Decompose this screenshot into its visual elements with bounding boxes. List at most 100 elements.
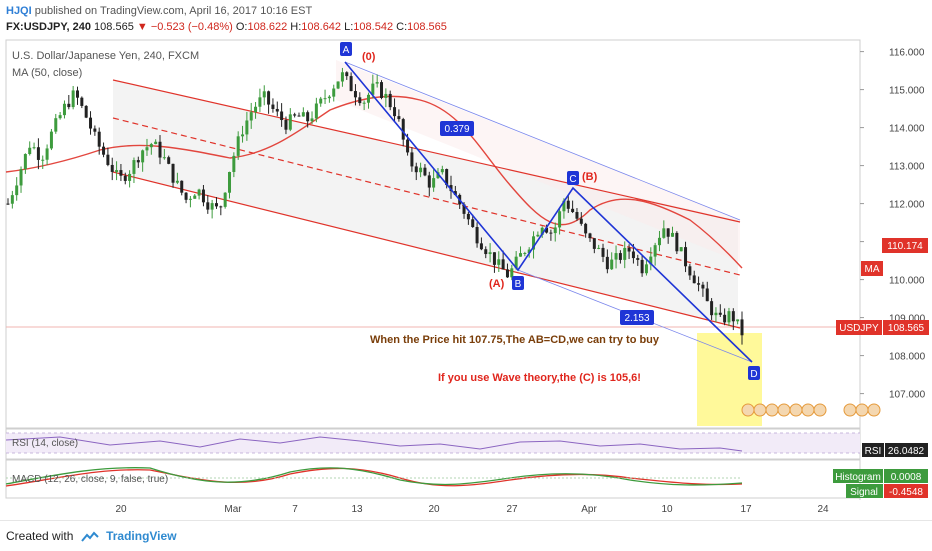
candle-body (249, 112, 253, 121)
candle-body (80, 97, 84, 106)
open-value: 108.622 (247, 21, 288, 33)
candle-body (293, 114, 297, 116)
candle-body (171, 163, 175, 183)
candle-body (58, 115, 62, 119)
candle-body (466, 213, 470, 220)
candle-body (162, 157, 166, 159)
candle-body (714, 312, 718, 316)
candle-body (393, 107, 397, 117)
candle-body (353, 91, 357, 98)
channel-lower-line (112, 171, 741, 329)
candle-body (67, 103, 71, 108)
time-axis-label: Apr (581, 504, 597, 515)
tradingview-brand[interactable]: TradingView (106, 529, 177, 543)
candle-body (710, 301, 714, 316)
candle-body (701, 284, 705, 289)
candle-body (553, 227, 557, 234)
annotation-abcd-buy: When the Price hit 107.75,The AB=CD,we c… (370, 334, 660, 346)
candle-body (23, 154, 27, 170)
time-axis-label: 7 (292, 504, 298, 515)
ray-line-upper (344, 61, 741, 221)
candle-body (419, 167, 423, 173)
candle-body (588, 233, 592, 239)
candle-body (97, 131, 101, 147)
candle-body (514, 256, 518, 269)
candle-body (314, 103, 318, 119)
macd-pane-border (5, 459, 861, 499)
candle-body (540, 227, 544, 235)
candle-body (423, 167, 427, 176)
flag-icon[interactable] (777, 403, 791, 417)
candle-body (388, 93, 392, 108)
time-axis-label: 20 (115, 504, 127, 515)
channel-mid-line (112, 117, 741, 276)
time-axis-label: 24 (817, 504, 829, 515)
candle-body (32, 147, 36, 149)
flag-icon[interactable] (801, 403, 815, 417)
svg-text:-0.4548: -0.4548 (889, 487, 923, 498)
candle-body (193, 195, 197, 199)
candle-body (610, 259, 614, 270)
wave-a-label: (A) (489, 278, 505, 290)
economic-events-row[interactable] (741, 403, 881, 417)
ohlc-line: FX:USDJPY, 240 108.565 ▼ −0.523 (−0.48%)… (6, 21, 447, 33)
price-tick-label: 116.000 (889, 48, 925, 59)
low-value: 108.542 (353, 21, 394, 33)
candle-body (223, 192, 227, 207)
flag-icon[interactable] (741, 403, 755, 417)
candle-body (210, 203, 214, 210)
candle-body (258, 97, 262, 107)
candle-body (301, 112, 305, 117)
created-with: Created with TradingView (6, 529, 177, 543)
flag-icon[interactable] (855, 403, 869, 417)
flag-icon[interactable] (867, 403, 881, 417)
price-tick-label: 107.000 (889, 390, 926, 401)
candle-body (731, 311, 735, 322)
candle-body (214, 203, 218, 207)
tradingview-logo-icon (80, 531, 99, 542)
flag-icon[interactable] (753, 403, 767, 417)
candle-body (284, 120, 288, 130)
flag-icon[interactable] (789, 403, 803, 417)
candle-body (684, 247, 688, 267)
candle-body (627, 247, 631, 252)
time-axis-label: 10 (661, 504, 673, 515)
candle-body (740, 319, 744, 336)
candle-body (549, 232, 553, 234)
time-axis-label: 13 (351, 504, 363, 515)
candle-body (6, 203, 10, 205)
wave-b-label: (B) (582, 171, 598, 183)
candle-body (479, 243, 483, 250)
flag-icon[interactable] (765, 403, 779, 417)
candle-body (536, 234, 540, 237)
candle-body (427, 175, 431, 188)
price-chart[interactable]: A (0) 0.379 C (B) B (A) 2.153 D When the… (0, 36, 932, 520)
wave-0-label: (0) (362, 51, 376, 63)
flag-icon[interactable] (813, 403, 827, 417)
rsi-line (5, 436, 743, 452)
price-tick-label: 115.000 (889, 86, 925, 97)
close-value: 108.565 (407, 21, 447, 33)
candle-body (640, 259, 644, 274)
channel-upper-line (112, 79, 741, 223)
candle-body (158, 141, 162, 158)
candle-body (662, 228, 666, 238)
candle-body (575, 212, 579, 219)
svg-text:26.0482: 26.0482 (888, 446, 925, 457)
macd-histogram-tag: Histogram 0.0008 (833, 469, 928, 483)
point-b-label: B (512, 276, 524, 290)
candle-body (571, 208, 575, 213)
author-name[interactable]: HJQI (6, 5, 32, 17)
candle-body (501, 259, 505, 270)
candle-body (527, 249, 531, 253)
flag-icon[interactable] (843, 403, 857, 417)
candle-body (414, 166, 418, 173)
candle-body (653, 245, 657, 257)
abcd-pattern-line (344, 61, 753, 363)
candle-body (75, 90, 79, 98)
candle-body (384, 93, 388, 98)
candle-body (119, 170, 123, 176)
svg-text:0.379: 0.379 (444, 124, 469, 135)
candle-body (327, 96, 331, 99)
candle-body (336, 81, 340, 89)
